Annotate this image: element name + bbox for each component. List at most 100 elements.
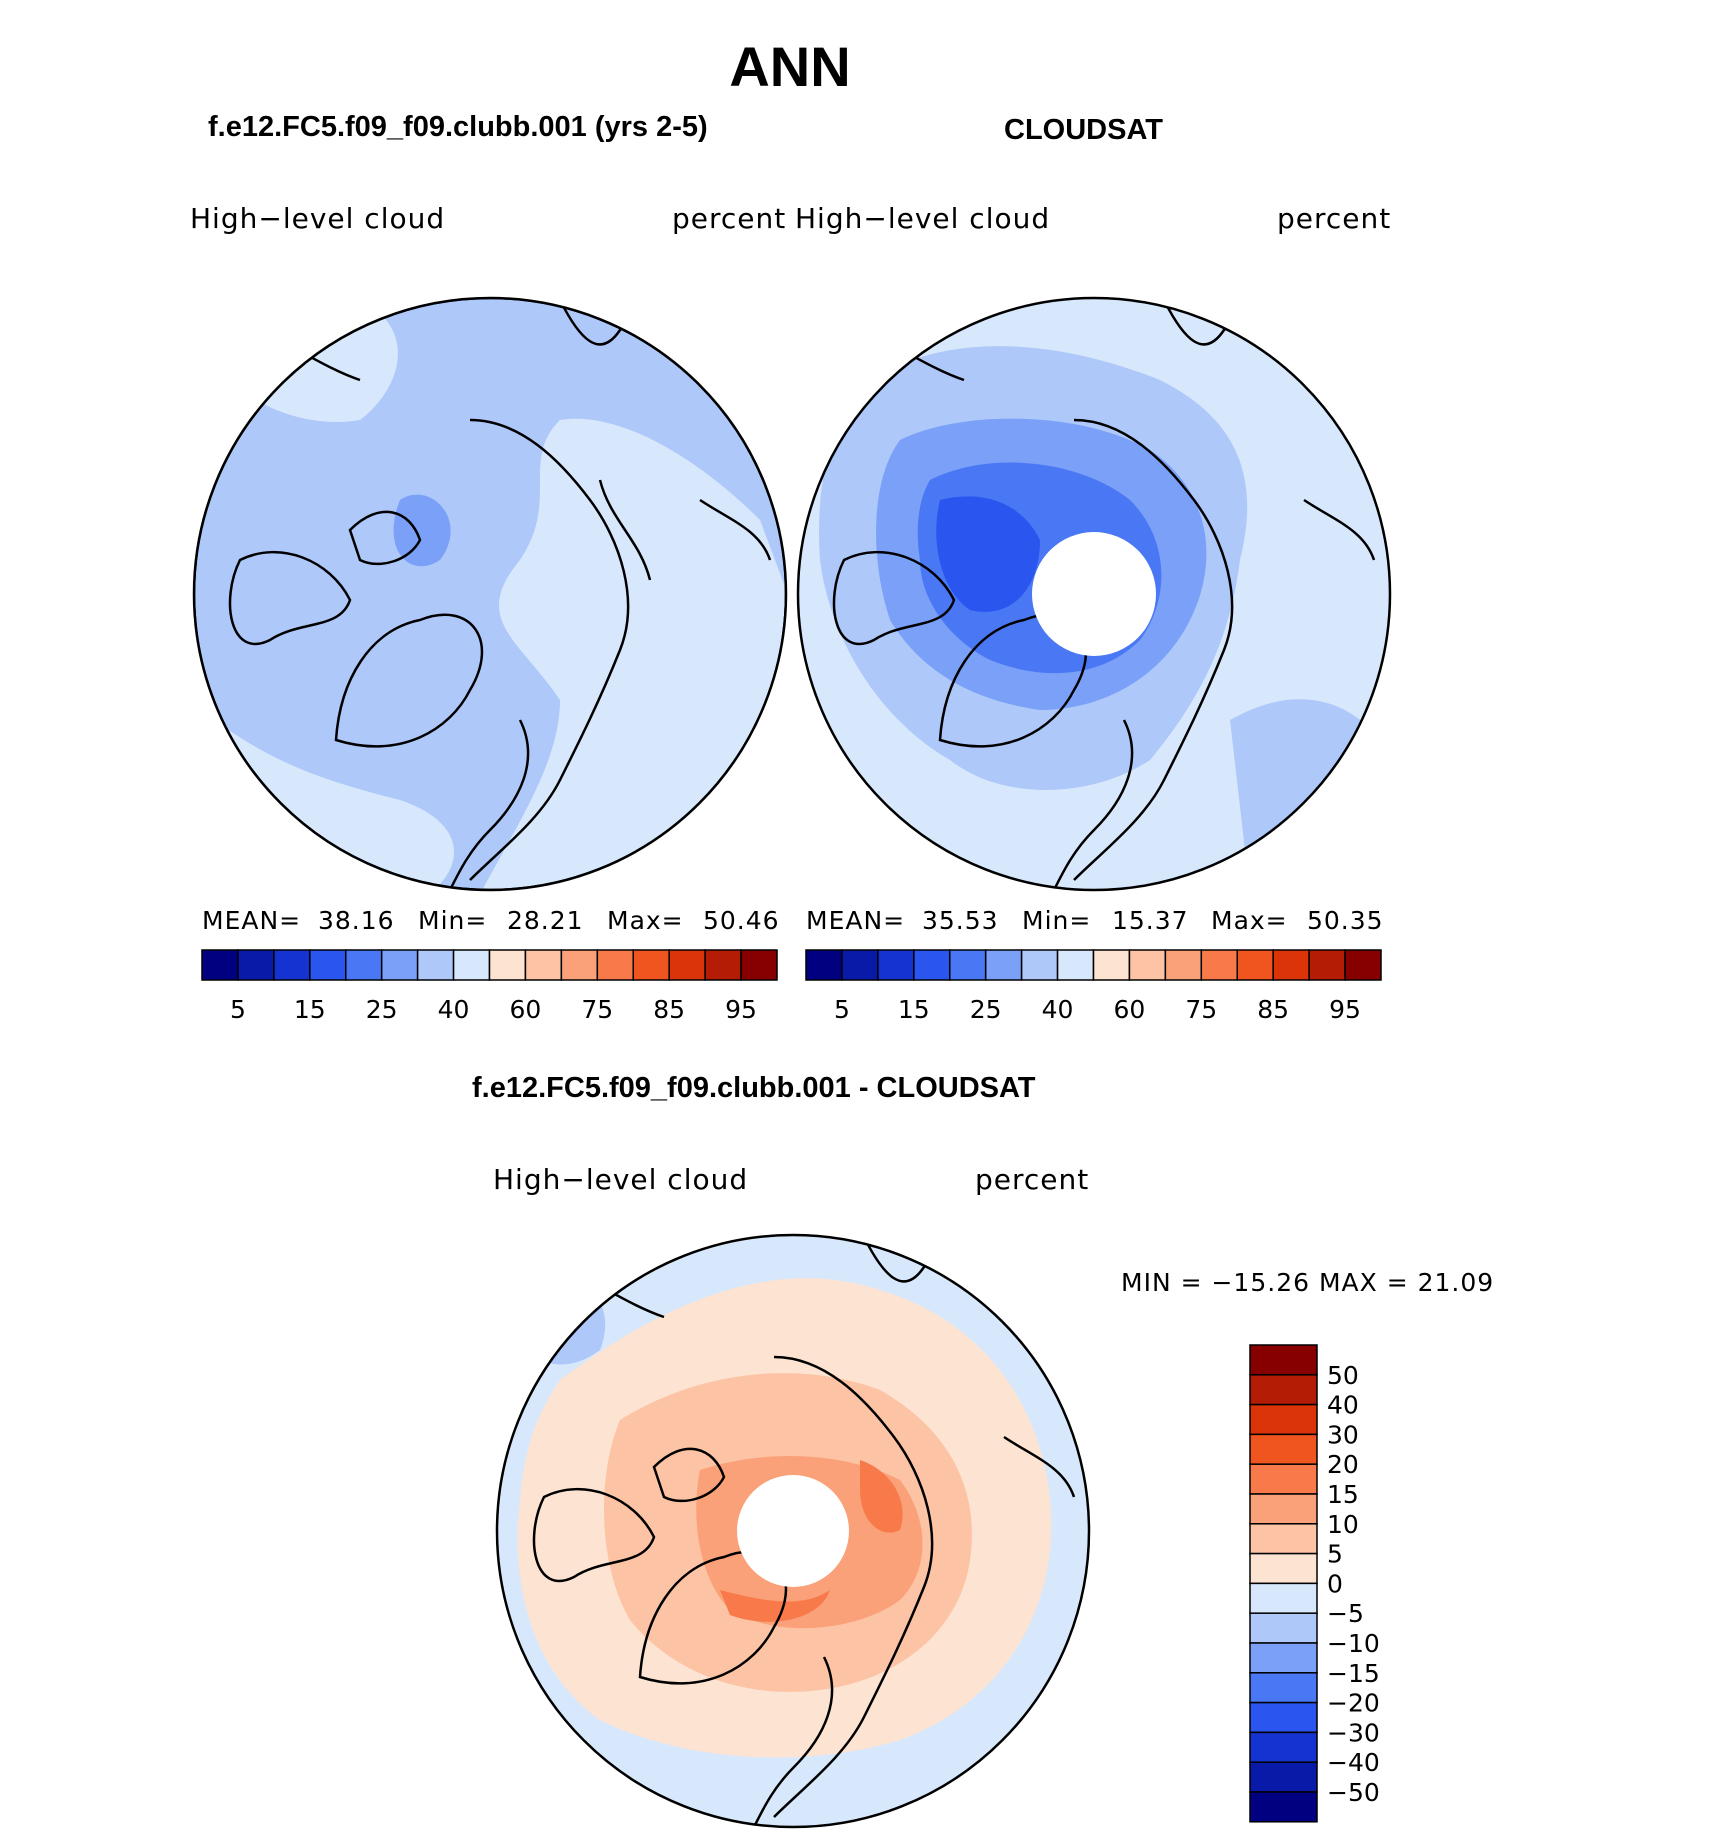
colorbar-model-tick-label: 5 <box>230 995 246 1024</box>
colorbar-obs-tick-label: 85 <box>1257 995 1289 1024</box>
colorbar-model-swatch <box>273 949 311 981</box>
colorbar-diff-tick-label: 20 <box>1327 1450 1359 1479</box>
colorbar-model-tick-label: 85 <box>653 995 685 1024</box>
colorbar-obs-swatch <box>1272 949 1310 981</box>
panel-diff-heading: f.e12.FC5.f09_f09.clubb.001 - CLOUDSAT <box>472 1072 1036 1104</box>
colorbar-model-tick-label: 25 <box>366 995 398 1024</box>
colorbar-model-swatch <box>237 949 275 981</box>
colorbar-model-swatch <box>488 949 527 981</box>
panel-obs-variable: High−level cloud <box>795 202 1051 235</box>
colorbar-diff-swatch <box>1249 1433 1318 1465</box>
panel-model-units: percent <box>672 202 787 235</box>
colorbar-model-swatch <box>201 949 239 981</box>
colorbar-model-tick-label: 40 <box>438 995 470 1024</box>
colorbar-model-tick-label: 95 <box>725 995 757 1024</box>
colorbar-obs-swatch <box>877 949 915 981</box>
colorbar-diff-tick-label: −30 <box>1327 1718 1380 1747</box>
colorbar-obs-tick-label: 15 <box>898 995 930 1024</box>
colorbar-model-swatch <box>416 949 455 981</box>
panel-model-mean: 38.16 <box>318 906 395 935</box>
panel-obs-heading: CLOUDSAT <box>1004 114 1163 146</box>
colorbar-diff-tick-label: −40 <box>1327 1748 1380 1777</box>
colorbar-obs: 5 15 25 40 60 75 85 95 <box>805 949 1382 1024</box>
map-diff-deep-orange-s <box>720 1590 830 1622</box>
colorbar-obs-swatch <box>1164 949 1203 981</box>
map-diff <box>495 1233 1091 1829</box>
colorbar-model-swatch <box>596 949 634 981</box>
map-obs-polar-hole <box>1032 532 1156 656</box>
colorbar-diff-tick-label: 0 <box>1327 1569 1343 1598</box>
colorbar-diff-swatch <box>1249 1672 1318 1704</box>
colorbar-diff-swatch <box>1249 1374 1318 1406</box>
colorbar-diff-tick-label: 50 <box>1327 1361 1359 1390</box>
colorbar-diff-swatch <box>1249 1403 1318 1436</box>
map-diff-deep-orange-e <box>860 1460 903 1533</box>
colorbar-diff-swatch <box>1249 1701 1318 1734</box>
map-model-blue-patch <box>393 494 451 567</box>
panel-obs-min: 15.37 <box>1112 906 1189 935</box>
colorbar-model-swatch <box>704 949 742 981</box>
figure-title: ANN <box>729 35 851 98</box>
panel-obs-mean-label: MEAN= <box>806 906 906 935</box>
colorbar-model-swatch <box>345 949 383 981</box>
colorbar-obs-swatch <box>1092 949 1131 981</box>
colorbar-model-swatch <box>560 949 599 981</box>
colorbar-obs-tick-label: 95 <box>1329 995 1361 1024</box>
map-diff-border <box>495 1233 1091 1829</box>
panel-obs-max-label: Max= <box>1211 906 1288 935</box>
colorbar-diff-swatch <box>1249 1612 1318 1644</box>
colorbar-model-swatch <box>309 949 347 981</box>
colorbar-diff-tick-label: −50 <box>1327 1778 1380 1807</box>
panel-model-heading: f.e12.FC5.f09_f09.clubb.001 (yrs 2-5) <box>208 111 708 143</box>
colorbar-diff-tick-label: −5 <box>1327 1599 1364 1628</box>
colorbar-diff-tick-label: −15 <box>1327 1659 1380 1688</box>
colorbar-diff-swatch <box>1249 1552 1318 1585</box>
colorbar-model-swatch <box>668 949 706 981</box>
colorbar-obs-swatch <box>1344 949 1382 981</box>
colorbar-model-tick-label: 60 <box>510 995 542 1024</box>
colorbar-obs-tick-label: 40 <box>1042 995 1074 1024</box>
panel-diff-units: percent <box>975 1163 1090 1196</box>
map-model-light-region <box>480 418 786 890</box>
colorbar-obs-swatch <box>1200 949 1238 981</box>
map-obs-deep-core <box>936 496 1040 612</box>
map-model-light-region-nw <box>210 300 398 422</box>
panel-obs-max: 50.35 <box>1307 906 1384 935</box>
colorbar-model-swatch <box>380 949 419 981</box>
colorbar-diff-tick-label: 5 <box>1327 1540 1343 1569</box>
colorbar-diff-swatch <box>1249 1642 1318 1674</box>
colorbar-diff-tick-label: 40 <box>1327 1391 1359 1420</box>
panel-model-max: 50.46 <box>703 906 780 935</box>
colorbar-obs-tick-label: 75 <box>1185 995 1217 1024</box>
colorbar-obs-tick-label: 25 <box>970 995 1002 1024</box>
panel-diff-minmax: MIN = −15.26 MAX = 21.09 <box>1121 1268 1495 1297</box>
panel-diff-variable: High−level cloud <box>493 1163 749 1196</box>
panel-obs-mean: 35.53 <box>922 906 999 935</box>
colorbar-obs-swatch <box>1020 949 1059 981</box>
colorbar-model-swatch <box>524 949 563 981</box>
colorbar-obs-swatch <box>1236 949 1274 981</box>
colorbar-obs-swatch <box>805 949 843 981</box>
map-model <box>192 296 788 892</box>
map-obs <box>796 296 1392 892</box>
colorbar-obs-swatch <box>1308 949 1346 981</box>
map-obs-coastlines <box>832 298 1376 890</box>
colorbar-obs-swatch <box>1128 949 1167 981</box>
colorbar-obs-swatch <box>949 949 987 981</box>
colorbar-model-swatch <box>452 949 491 981</box>
panel-model-variable: High−level cloud <box>190 202 446 235</box>
map-obs-border <box>796 296 1392 892</box>
colorbar-obs-swatch <box>841 949 879 981</box>
colorbar-obs-swatch <box>984 949 1023 981</box>
colorbar-obs-swatch <box>913 949 951 981</box>
colorbar-model-tick-label: 15 <box>294 995 326 1024</box>
panel-model-max-label: Max= <box>607 906 684 935</box>
panel-model-mean-label: MEAN= <box>202 906 302 935</box>
colorbar-diff-swatch <box>1249 1523 1318 1555</box>
colorbar-diff-swatch <box>1249 1582 1318 1614</box>
panel-model-min-label: Min= <box>418 906 488 935</box>
colorbar-diff-tick-label: −10 <box>1327 1629 1380 1658</box>
colorbar-obs-swatch <box>1056 949 1095 981</box>
